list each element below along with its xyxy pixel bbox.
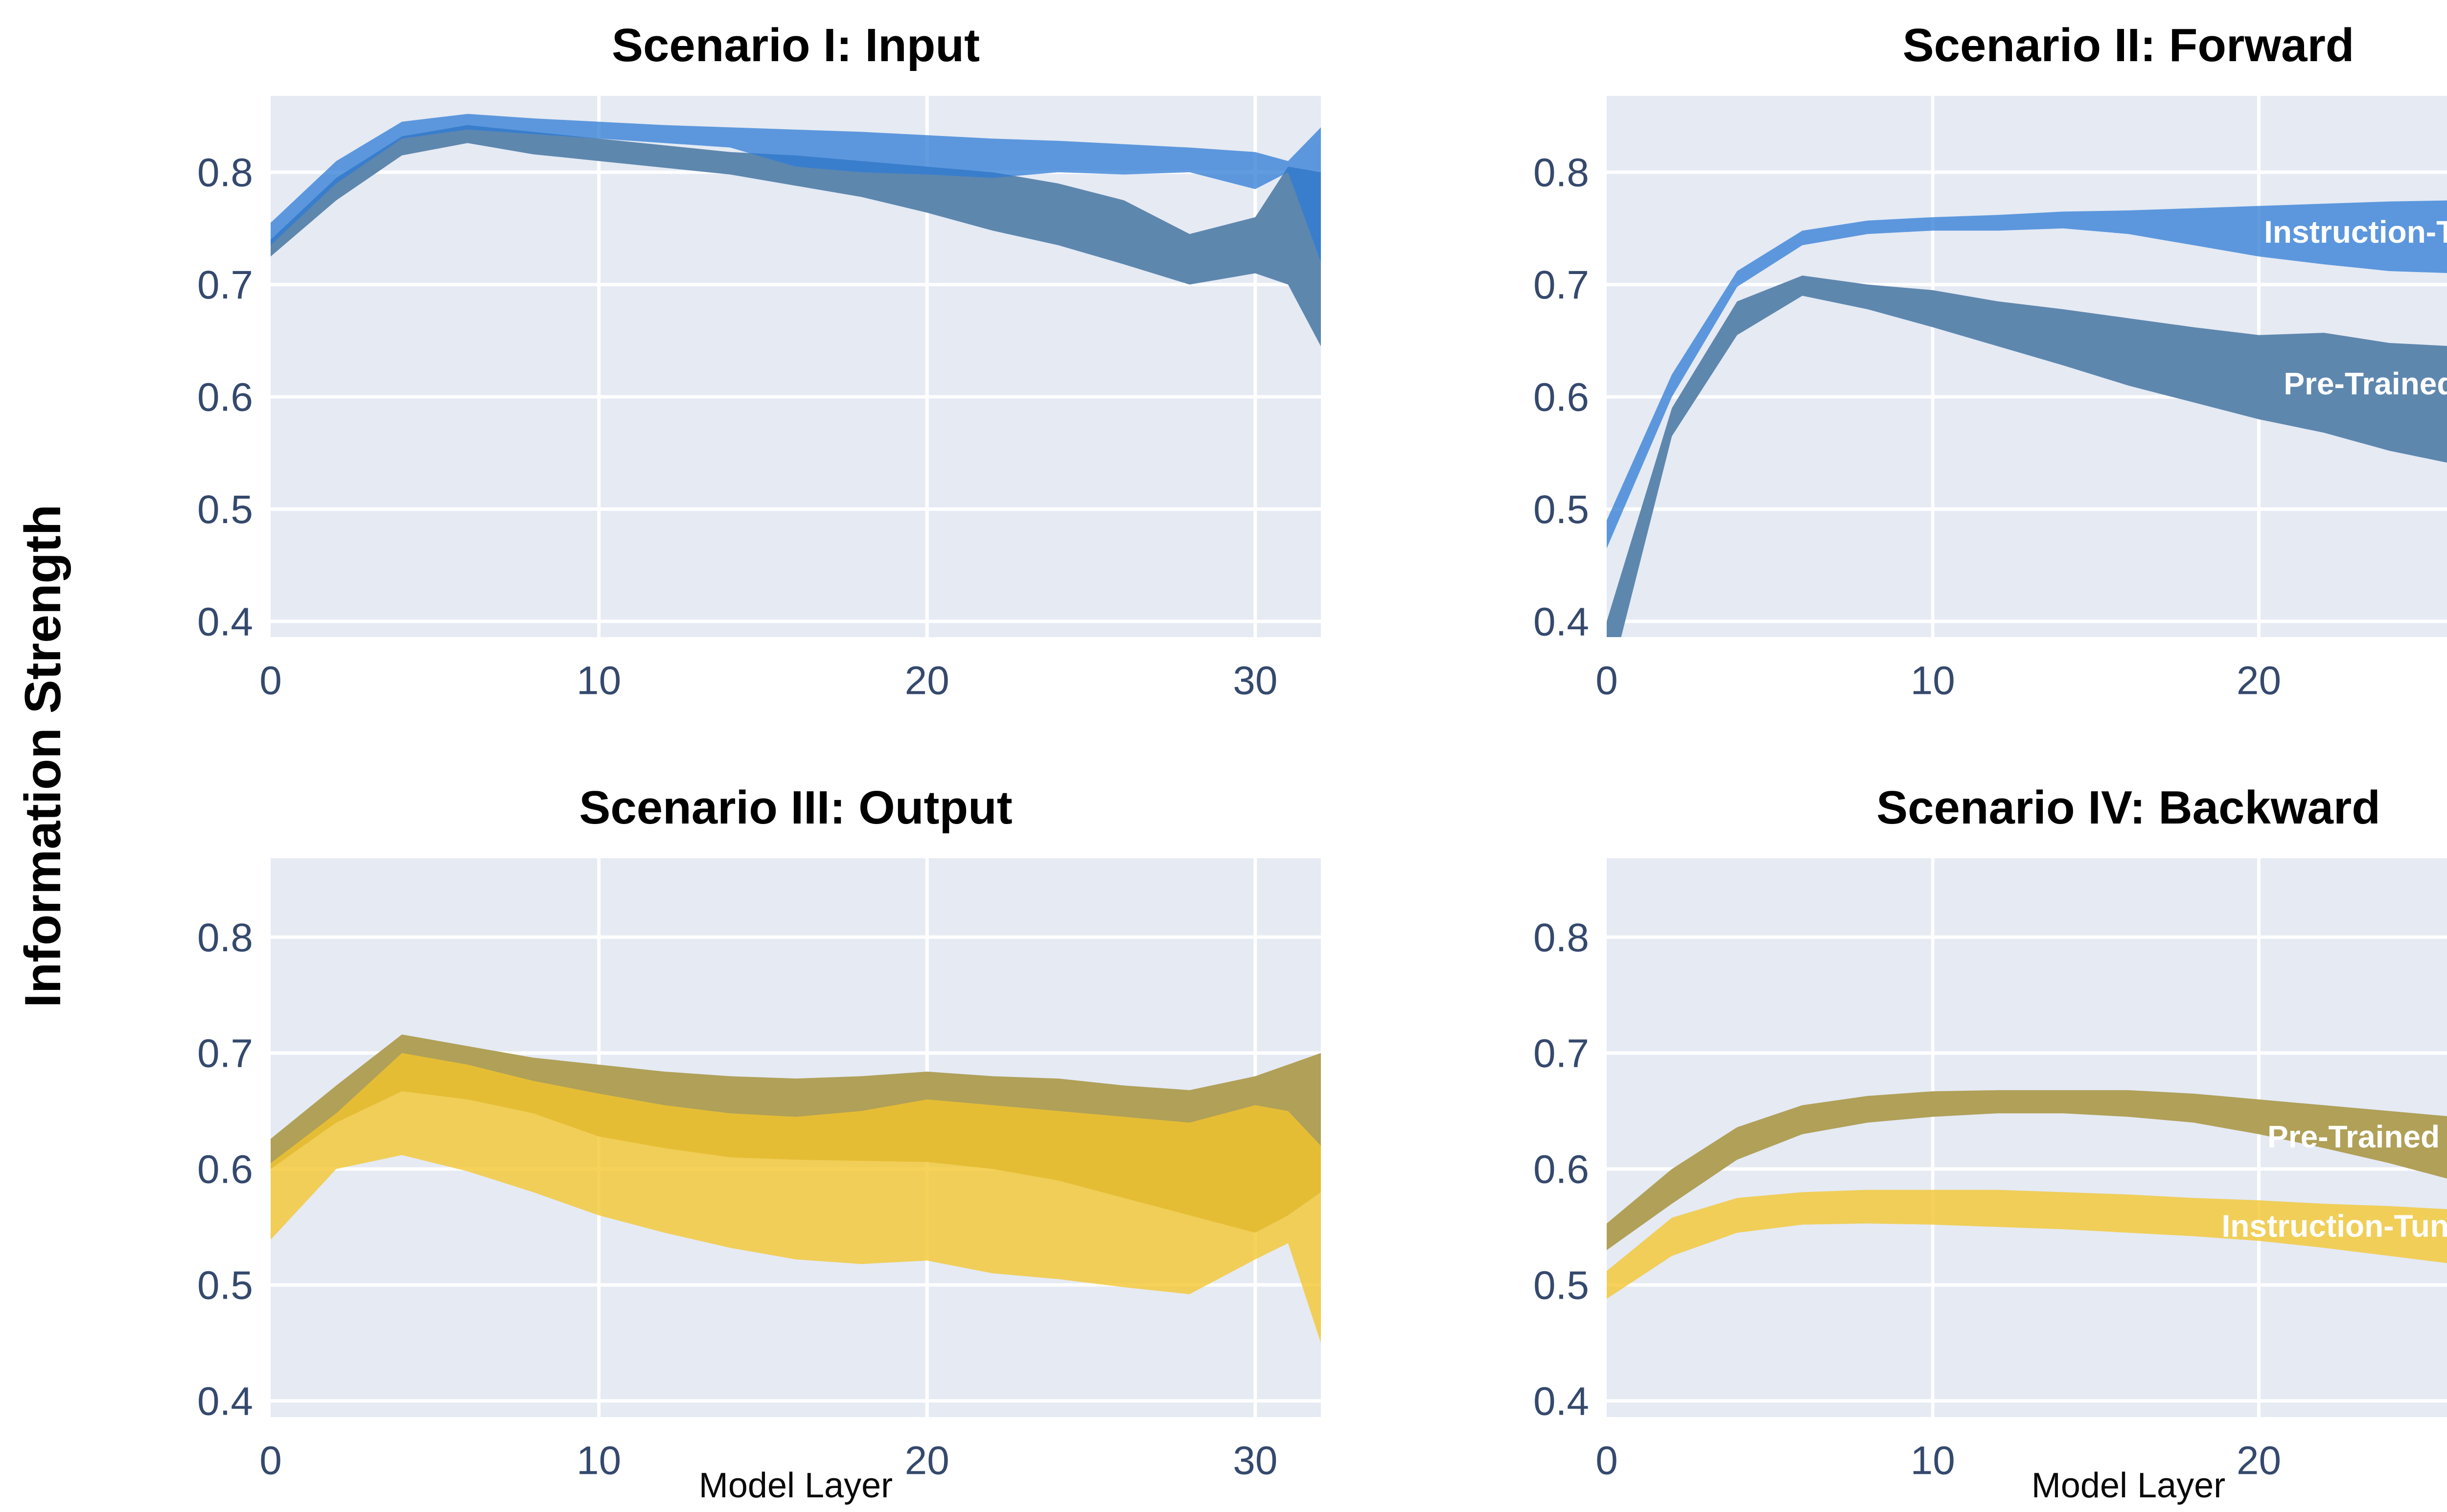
plot-area-0 [271,96,1321,637]
y-tick-label: 0.5 [1533,1263,1589,1308]
y-tick-label: 0.5 [1533,487,1589,532]
band-annotation: Pre-Trained LMs [2284,366,2447,401]
plot-title-scenario-1: Scenario I: Input [611,19,980,71]
y-tick-label: 0.4 [1533,600,1589,644]
y-tick-label: 0.6 [1533,1147,1589,1192]
x-tick-label: 30 [1233,1439,1277,1483]
x-tick-label: 20 [905,659,949,703]
band-annotation: Instruction-Tuned LMs [2222,1208,2447,1243]
x-tick-label: 0 [259,659,282,703]
y-tick-label: 0.8 [1533,151,1589,195]
band-pre [1607,1090,2447,1250]
y-tick-label: 0.5 [197,1263,253,1308]
band-annotation: Instruction-Tuned LMs [2264,214,2447,250]
x-tick-label: 10 [577,659,621,703]
y-tick-label: 0.4 [197,1379,253,1424]
y-tick-label: 0.7 [197,1031,253,1076]
band-pre [1607,275,2447,637]
x-axis-label-right: Model Layer [2031,1466,2226,1505]
x-axis-label-left: Model Layer [698,1466,893,1505]
y-tick-label: 0.4 [197,600,253,644]
x-tick-label: 0 [1595,1439,1618,1483]
band-instr [1607,200,2447,549]
y-tick-label: 0.7 [197,263,253,307]
y-tick-label: 0.7 [1533,263,1589,307]
y-tick-label: 0.7 [1533,1031,1589,1076]
x-tick-label: 20 [905,1439,949,1483]
plot-title-scenario-4: Scenario IV: Backward [1876,781,2380,834]
y-tick-label: 0.6 [1533,375,1589,420]
band-instr [271,114,1321,262]
x-tick-label: 0 [1595,659,1618,703]
plot-title-scenario-2: Scenario II: Forward [1902,19,2355,71]
x-tick-label: 10 [577,1439,621,1483]
band-pre [271,125,1321,346]
y-tick-label: 0.4 [1533,1379,1589,1424]
band-annotation: Pre-Trained LMs [2267,1119,2447,1154]
x-tick-label: 0 [259,1439,282,1483]
band-instr [1607,1190,2447,1299]
band-instr [271,1053,1321,1343]
y-tick-label: 0.6 [197,375,253,420]
y-tick-label: 0.8 [197,151,253,195]
y-tick-label: 0.6 [197,1147,253,1192]
y-tick-label: 0.8 [1533,916,1589,960]
y-axis-label: Information Strength [15,504,71,1008]
x-tick-label: 10 [1911,1439,1955,1483]
x-tick-label: 10 [1911,659,1955,703]
plot-title-scenario-3: Scenario III: Output [579,781,1013,834]
x-tick-label: 20 [2237,659,2281,703]
x-tick-label: 20 [2237,1439,2281,1483]
y-tick-label: 0.8 [197,916,253,960]
y-tick-label: 0.5 [197,487,253,532]
x-tick-label: 30 [1233,659,1277,703]
